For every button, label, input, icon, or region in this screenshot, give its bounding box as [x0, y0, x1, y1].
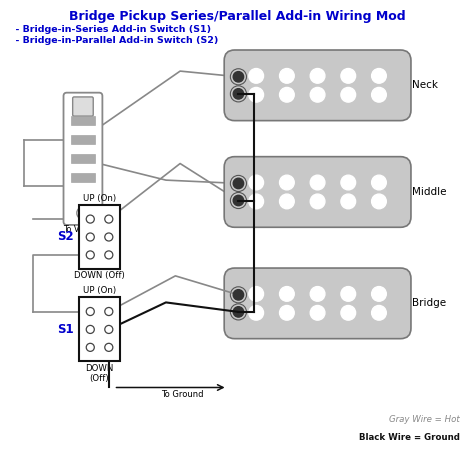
- Circle shape: [280, 87, 294, 102]
- Circle shape: [372, 175, 386, 190]
- Text: Bridge: Bridge: [412, 298, 447, 309]
- Circle shape: [249, 287, 264, 301]
- Text: - Bridge-in-Parallel Add-in Switch (S2): - Bridge-in-Parallel Add-in Switch (S2): [9, 36, 219, 45]
- Circle shape: [372, 194, 386, 209]
- Circle shape: [310, 287, 325, 301]
- Text: To Ground: To Ground: [161, 390, 204, 399]
- FancyBboxPatch shape: [71, 173, 95, 182]
- Text: UP (On): UP (On): [83, 194, 116, 203]
- Text: Neck: Neck: [412, 80, 438, 91]
- Circle shape: [233, 89, 244, 99]
- Text: S1: S1: [57, 323, 73, 336]
- Circle shape: [249, 305, 264, 320]
- Circle shape: [280, 305, 294, 320]
- Circle shape: [86, 308, 94, 316]
- Circle shape: [310, 69, 325, 83]
- Circle shape: [280, 287, 294, 301]
- Circle shape: [310, 194, 325, 209]
- Text: DOWN
(Off): DOWN (Off): [85, 364, 114, 383]
- Text: Gray Wire = Hot: Gray Wire = Hot: [389, 415, 460, 424]
- Circle shape: [372, 305, 386, 320]
- Circle shape: [105, 326, 113, 334]
- Circle shape: [105, 233, 113, 241]
- Circle shape: [372, 69, 386, 83]
- FancyBboxPatch shape: [79, 205, 119, 269]
- Text: DOWN (Off): DOWN (Off): [74, 271, 125, 280]
- Circle shape: [86, 326, 94, 334]
- Text: Bridge Pickup Series/Parallel Add-in Wiring Mod: Bridge Pickup Series/Parallel Add-in Wir…: [69, 10, 405, 23]
- Circle shape: [372, 287, 386, 301]
- Text: S2: S2: [57, 230, 73, 244]
- Circle shape: [341, 69, 356, 83]
- Circle shape: [105, 308, 113, 316]
- Circle shape: [280, 175, 294, 190]
- FancyBboxPatch shape: [71, 136, 95, 144]
- Circle shape: [280, 69, 294, 83]
- Circle shape: [341, 175, 356, 190]
- Circle shape: [249, 87, 264, 102]
- Text: Black Wire = Ground: Black Wire = Ground: [359, 433, 460, 441]
- Circle shape: [341, 305, 356, 320]
- Circle shape: [310, 305, 325, 320]
- FancyBboxPatch shape: [79, 298, 119, 362]
- FancyBboxPatch shape: [64, 93, 102, 225]
- FancyBboxPatch shape: [73, 97, 93, 116]
- Circle shape: [341, 87, 356, 102]
- Text: Middle: Middle: [412, 187, 447, 197]
- Circle shape: [341, 287, 356, 301]
- FancyBboxPatch shape: [224, 50, 411, 121]
- Circle shape: [86, 233, 94, 241]
- FancyBboxPatch shape: [224, 268, 411, 338]
- Circle shape: [105, 343, 113, 351]
- Circle shape: [310, 87, 325, 102]
- Circle shape: [86, 251, 94, 259]
- Circle shape: [249, 194, 264, 209]
- Circle shape: [233, 307, 244, 317]
- Circle shape: [233, 290, 244, 300]
- FancyBboxPatch shape: [71, 155, 95, 163]
- Circle shape: [86, 215, 94, 223]
- Circle shape: [233, 72, 244, 82]
- Circle shape: [249, 175, 264, 190]
- FancyBboxPatch shape: [71, 117, 95, 125]
- Circle shape: [233, 178, 244, 189]
- Circle shape: [372, 87, 386, 102]
- Circle shape: [310, 175, 325, 190]
- Circle shape: [105, 251, 113, 259]
- Text: - Bridge-in-Series Add-in Switch (S1): - Bridge-in-Series Add-in Switch (S1): [9, 25, 211, 34]
- Circle shape: [105, 215, 113, 223]
- Circle shape: [233, 195, 244, 206]
- FancyBboxPatch shape: [224, 156, 411, 228]
- Text: To Vol. Pot: To Vol. Pot: [63, 226, 103, 234]
- Circle shape: [280, 194, 294, 209]
- Circle shape: [77, 207, 89, 219]
- Text: UP (On): UP (On): [83, 286, 116, 295]
- Circle shape: [86, 343, 94, 351]
- Circle shape: [341, 194, 356, 209]
- Circle shape: [249, 69, 264, 83]
